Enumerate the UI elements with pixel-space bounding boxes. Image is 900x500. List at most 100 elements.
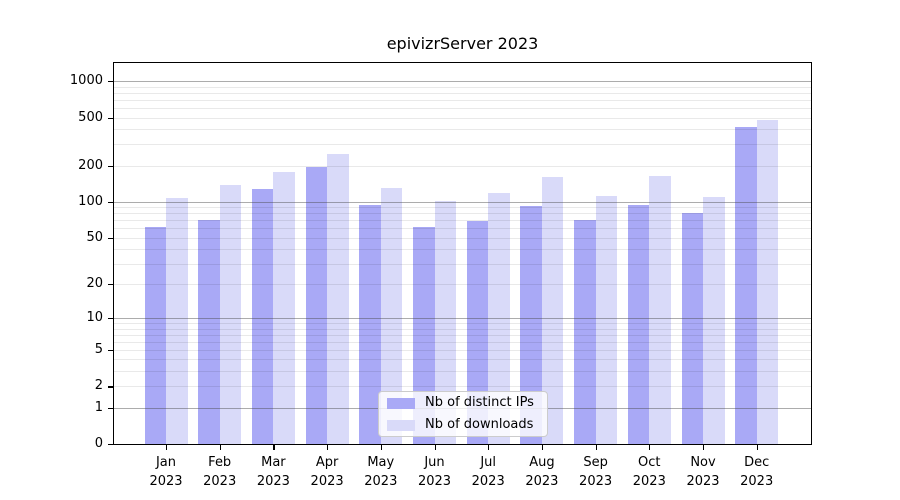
- y-tick-label: 10: [86, 310, 103, 326]
- legend-label-distinct-ips: Nb of distinct IPs: [425, 395, 534, 410]
- gridline-minor: [113, 117, 812, 119]
- legend-swatch-distinct-ips: [387, 397, 415, 409]
- y-tick: [108, 318, 113, 320]
- y-tick-label: 500: [78, 109, 103, 125]
- x-tick: [273, 445, 275, 450]
- x-tick-label: Jul 2023: [471, 455, 505, 489]
- bar-distinct-ips-nov: [681, 213, 703, 445]
- x-tick: [756, 445, 758, 450]
- y-tick-label: 100: [78, 193, 103, 209]
- bar-downloads-feb: [219, 184, 242, 445]
- gridline-minor: [113, 386, 812, 388]
- x-tick-label: Jan 2023: [149, 455, 183, 489]
- y-tick: [108, 117, 113, 119]
- bar-distinct-ips-dec: [735, 127, 757, 445]
- y-tick-label: 5: [94, 341, 103, 357]
- x-tick: [541, 445, 544, 450]
- x-tick-label: Nov 2023: [686, 455, 720, 489]
- y-tick: [108, 237, 113, 239]
- bar-downloads-jun: [434, 200, 456, 445]
- bar-distinct-ips-may: [359, 204, 381, 445]
- gridline-minor: [113, 263, 812, 265]
- x-tick-label: Jun 2023: [417, 455, 452, 489]
- legend-label-downloads: Nb of downloads: [425, 417, 534, 432]
- y-tick: [108, 444, 113, 446]
- bars-layer: [113, 62, 812, 445]
- gridline-minor: [113, 165, 812, 167]
- y-tick-label: 1000: [69, 73, 103, 89]
- y-tick: [108, 81, 113, 83]
- gridline-major: [113, 81, 812, 83]
- x-tick-label: Dec 2023: [740, 455, 774, 489]
- x-axis: Jan 2023 Feb 2023 Mar 2023 Apr 2023 May 2023…: [113, 62, 812, 489]
- x-tick: [595, 445, 597, 450]
- legend-item-distinct-ips: Nb of distinct IPs: [379, 392, 547, 414]
- y-tick-label: 1: [94, 399, 103, 415]
- bar-distinct-ips-jun: [413, 227, 435, 445]
- y-tick-label: 200: [78, 157, 103, 173]
- gridline-minor: [113, 108, 812, 110]
- gridline-minor: [113, 323, 812, 325]
- bar-distinct-ips-jul: [466, 220, 489, 445]
- y-tick-label: 2: [94, 378, 103, 394]
- gridline-minor: [113, 341, 812, 343]
- y-tick: [108, 349, 113, 352]
- y-tick: [108, 386, 113, 388]
- x-tick: [649, 445, 651, 450]
- legend: Nb of distinct IPs Nb of downloads: [378, 391, 548, 437]
- y-axis: 0 1 2 5 10 20 50 100 200 500 1000: [70, 62, 812, 451]
- gridline-minor: [113, 213, 812, 215]
- bar-distinct-ips-apr: [305, 166, 328, 445]
- x-tick-label: Apr 2023: [310, 455, 344, 489]
- gridline-minor: [113, 99, 812, 101]
- legend-item-downloads: Nb of downloads: [379, 414, 547, 436]
- x-tick: [327, 445, 329, 450]
- x-tick: [703, 445, 705, 450]
- bar-distinct-ips-feb: [198, 220, 220, 445]
- gridline-minor: [113, 228, 812, 230]
- y-tick: [108, 407, 113, 409]
- y-tick-label: 20: [86, 276, 103, 292]
- gridline-minor: [113, 92, 812, 94]
- gridline-minor: [113, 144, 812, 146]
- bar-downloads-dec: [756, 119, 779, 445]
- gridline-minor: [113, 349, 812, 351]
- chart-title: epivizrServer 2023: [386, 34, 539, 53]
- bar-downloads-nov: [703, 196, 725, 445]
- y-tick: [108, 165, 113, 167]
- gridline-minor: [113, 129, 812, 131]
- x-tick-label: Oct 2023: [632, 455, 666, 489]
- bar-distinct-ips-jan: [144, 227, 166, 445]
- x-tick-label: Feb 2023: [203, 455, 237, 489]
- grid-layer: [113, 62, 812, 445]
- gridline-minor: [113, 359, 812, 361]
- gridline-major: [113, 201, 812, 203]
- gridline-minor: [113, 328, 812, 330]
- y-tick-label: 0: [94, 436, 103, 451]
- y-tick: [108, 201, 113, 203]
- x-tick-label: Mar 2023: [256, 455, 290, 489]
- x-tick-label: Sep 2023: [579, 455, 613, 489]
- bar-downloads-mar: [273, 171, 295, 445]
- x-tick: [488, 445, 490, 450]
- bar-downloads-sep: [595, 195, 618, 445]
- gridline-minor: [113, 249, 812, 250]
- x-tick: [434, 445, 436, 450]
- x-tick: [219, 445, 221, 450]
- bar-downloads-oct: [649, 176, 671, 445]
- bar-downloads-apr: [327, 153, 349, 445]
- gridline-major: [113, 318, 812, 320]
- bar-distinct-ips-mar: [251, 188, 274, 445]
- legend-swatch-downloads: [387, 419, 415, 431]
- bar-downloads-may: [380, 188, 403, 445]
- bar-distinct-ips-sep: [574, 220, 596, 445]
- bar-downloads-jul: [488, 193, 510, 445]
- bar-downloads-aug: [541, 177, 564, 445]
- x-tick-label: May 2023: [364, 455, 398, 489]
- x-tick-label: Aug 2023: [525, 455, 559, 489]
- gridline-minor: [113, 284, 812, 286]
- gridline-minor: [113, 86, 812, 88]
- gridline-minor: [113, 237, 812, 239]
- y-tick: [108, 284, 113, 286]
